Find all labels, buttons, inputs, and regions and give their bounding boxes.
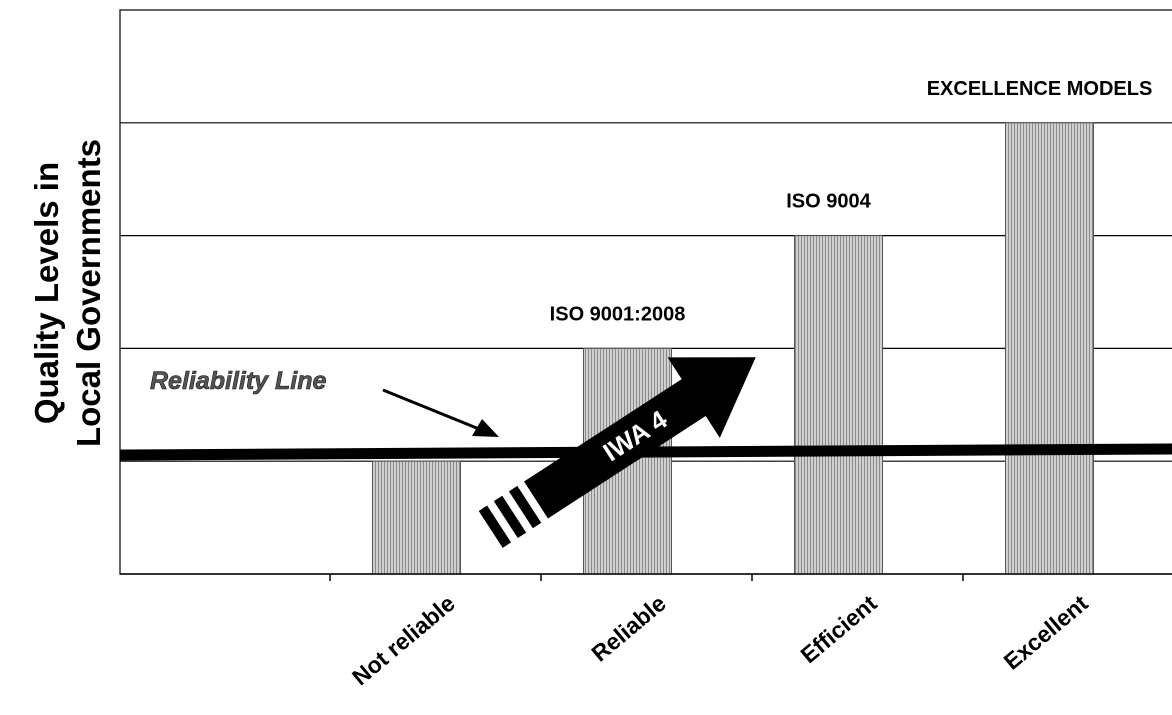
iwa4-arrow-body [524, 357, 756, 519]
iwa4-arrow-tail-stripe [508, 485, 542, 529]
bar-excellent [1005, 122, 1095, 575]
bar-efficient [794, 235, 884, 575]
iwa4-arrow-tail-stripe [478, 505, 512, 548]
x-tick-label: Efficient [796, 590, 882, 668]
bar-not-reliable [372, 460, 462, 575]
reliability-line-label: Reliability Line [150, 367, 327, 395]
x-tick-label: Excellent [999, 590, 1093, 675]
bar-annotation: EXCELLENCE MODELS [927, 78, 1153, 100]
bar-annotation: ISO 9004 [786, 191, 871, 213]
reliability-pointer-head [472, 419, 499, 437]
iwa4-arrow-tail-stripe [493, 495, 527, 539]
x-tick-label: Reliable [586, 590, 670, 667]
bar-annotation: ISO 9001:2008 [550, 303, 686, 325]
reliability-pointer-shaft [382, 388, 485, 433]
x-tick-label: Not reliable [347, 590, 460, 690]
